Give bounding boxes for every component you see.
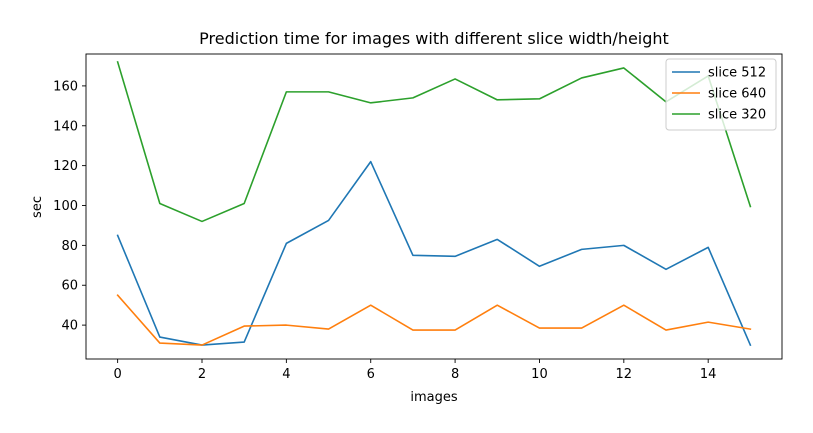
x-tick-label: 14 xyxy=(700,367,717,382)
x-tick-label: 2 xyxy=(198,367,206,382)
x-tick-label: 12 xyxy=(616,367,633,382)
y-tick-label: 140 xyxy=(53,119,78,134)
legend-label: slice 320 xyxy=(708,108,766,123)
x-tick-label: 6 xyxy=(367,367,375,382)
legend-box xyxy=(665,58,777,131)
x-tick-label: 10 xyxy=(531,367,548,382)
x-axis-label: images xyxy=(410,390,457,405)
y-axis-label: sec xyxy=(30,196,45,218)
y-tick-label: 100 xyxy=(53,199,78,214)
y-tick-label: 80 xyxy=(61,239,78,254)
legend-label: slice 512 xyxy=(708,66,766,81)
plot-frame xyxy=(85,53,783,360)
x-tick-label: 4 xyxy=(282,367,290,382)
legend: slice 512 slice 640 slice 320 xyxy=(665,58,777,131)
y-tick-label: 40 xyxy=(61,319,78,334)
y-tick-label: 120 xyxy=(53,159,78,174)
x-tick-label: 0 xyxy=(113,367,121,382)
legend-label: slice 640 xyxy=(708,87,766,102)
chart-title: Prediction time for images with differen… xyxy=(199,29,669,48)
y-tick-label: 60 xyxy=(61,279,78,294)
series-line-1 xyxy=(116,160,752,347)
series-line-2 xyxy=(116,294,752,346)
x-tick-label: 8 xyxy=(451,367,459,382)
plot-area: 0 2 4 6 8 10 12 14 40 60 80 100 120 140 160 xyxy=(53,53,783,382)
y-tick-label: 160 xyxy=(53,79,78,94)
series-line-3 xyxy=(116,60,752,223)
